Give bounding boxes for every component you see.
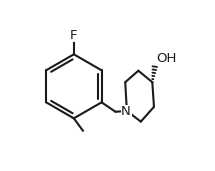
- Text: F: F: [70, 29, 78, 42]
- Text: OH: OH: [156, 52, 177, 65]
- Text: N: N: [121, 105, 131, 118]
